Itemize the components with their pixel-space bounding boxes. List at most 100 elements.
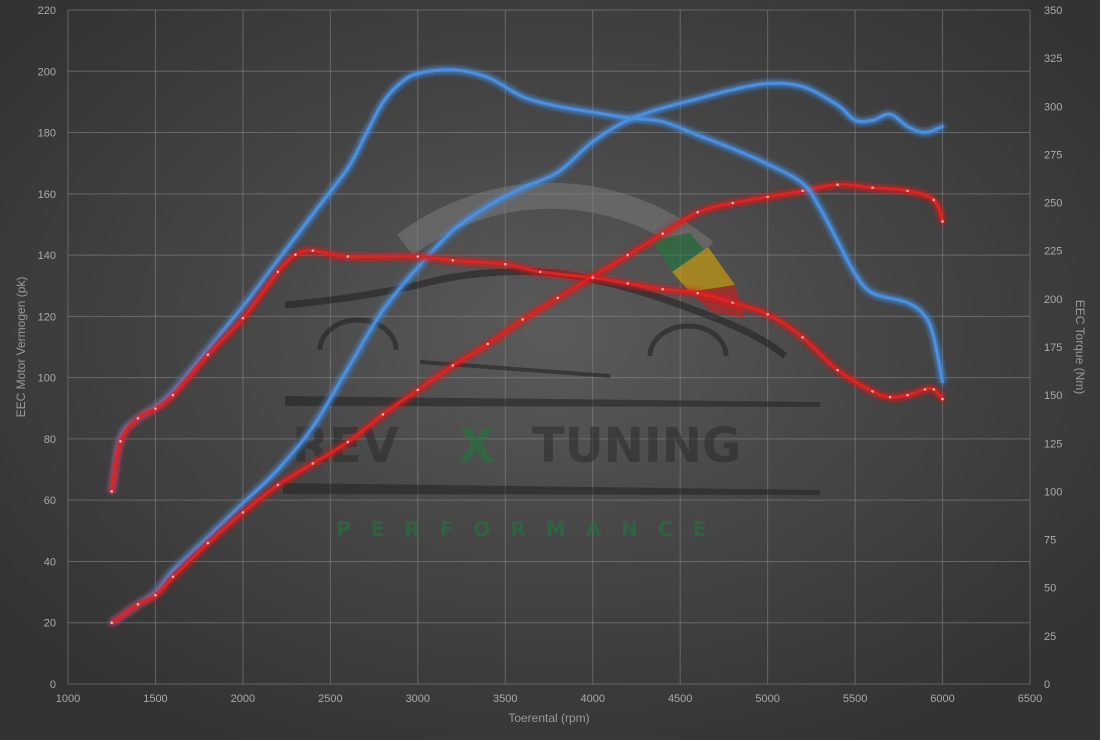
x-tick-label: 4000 (580, 693, 604, 705)
y-right-tick-label: 325 (1044, 53, 1062, 65)
y-right-tick-label: 250 (1044, 198, 1062, 210)
data-point (906, 393, 909, 397)
data-point (486, 342, 490, 346)
data-point (932, 388, 936, 391)
gauge-yellow-segment (672, 247, 735, 292)
y-right-tick-label: 200 (1044, 294, 1062, 306)
data-point (538, 270, 542, 274)
y-left-tick-label: 200 (38, 66, 56, 78)
data-point (136, 603, 140, 606)
data-point (206, 353, 210, 357)
grid (67, 9, 1031, 685)
y-left-tick-label: 60 (44, 495, 56, 507)
data-point (836, 183, 839, 186)
gauge-arc (397, 182, 714, 262)
data-point (556, 296, 560, 300)
y-right-tick-label: 150 (1044, 390, 1062, 402)
y-right-tick-label: 350 (1044, 5, 1062, 17)
x-tick-label: 5500 (843, 693, 867, 705)
car-wheel-rear (647, 323, 729, 357)
y-left-tick-label: 40 (44, 556, 56, 568)
car-wheel-front (317, 317, 399, 351)
x-tick-label: 4500 (668, 693, 692, 705)
series-line-blue-torque (110, 68, 944, 493)
y-right-tick-label: 25 (1044, 631, 1056, 643)
data-point (416, 255, 420, 258)
data-point (276, 483, 280, 487)
data-point (311, 462, 315, 465)
brush-stroke-top (285, 396, 820, 407)
brand-mid: X (458, 418, 495, 474)
series-line-blue-power (110, 81, 944, 625)
data-point (346, 440, 350, 444)
gauge-green-segment (652, 233, 708, 272)
series-layer (110, 68, 944, 625)
y-right-tick-label: 50 (1044, 583, 1056, 595)
y-left-tick-label: 100 (38, 373, 56, 385)
y-right-tick-label: 0 (1044, 679, 1050, 691)
y-left-tick-label: 0 (50, 679, 56, 691)
x-tick-label: 5000 (755, 693, 779, 705)
data-point (451, 259, 455, 262)
x-axis-title: Toerental (rpm) (508, 711, 589, 725)
y-left-tick-label: 220 (38, 5, 56, 17)
y-left-axis-title: EEC Motor Vermogen (pk) (14, 277, 28, 418)
data-point (696, 291, 699, 295)
x-tick-label: 6000 (930, 693, 954, 705)
x-tick-label: 2500 (318, 693, 342, 705)
x-tick-label: 2000 (231, 693, 255, 705)
y-right-tick-label: 75 (1044, 535, 1056, 547)
y-right-tick-label: 225 (1044, 246, 1062, 258)
data-point (801, 189, 804, 193)
data-point (766, 195, 769, 199)
data-point (110, 490, 114, 493)
data-point (311, 249, 315, 253)
y-right-tick-label: 175 (1044, 342, 1062, 354)
data-point (171, 575, 175, 579)
tagline: PERFORMANCE (336, 517, 726, 541)
y-right-axis-title: EEC Torque (Nm) (1073, 300, 1087, 394)
data-point (932, 198, 936, 202)
brand-right: TUNING (532, 418, 741, 474)
x-tick-label: 1000 (56, 693, 80, 705)
data-point (119, 440, 122, 443)
data-point (923, 388, 927, 391)
data-point (276, 270, 280, 274)
y-left-tick-label: 160 (38, 189, 56, 201)
data-point (521, 318, 525, 321)
y-right-tick-label: 100 (1044, 486, 1062, 498)
y-left-tick-label: 180 (38, 128, 56, 140)
data-point (836, 368, 839, 372)
data-point (941, 220, 944, 223)
data-point (154, 593, 157, 597)
axis-ticks: 1000 1500 2000 2500 3000 3500 4000 4500 5000 5500… (38, 5, 1063, 705)
data-point (346, 255, 350, 258)
y-right-tick-label: 125 (1044, 438, 1062, 450)
data-point (871, 186, 874, 189)
y-left-tick-label: 20 (44, 618, 56, 630)
data-point (206, 541, 210, 545)
data-point (801, 336, 804, 339)
data-point (110, 621, 114, 625)
data-point (451, 364, 455, 367)
data-point (731, 201, 734, 205)
revx-tuning-watermark: REV X TUNING PERFORMANCE (283, 182, 820, 541)
data-point (381, 413, 385, 416)
data-point (888, 395, 892, 399)
y-left-tick-label: 80 (44, 434, 56, 446)
data-point (241, 316, 245, 320)
data-point (591, 276, 595, 279)
data-point (154, 407, 157, 410)
x-tick-label: 6500 (1018, 693, 1042, 705)
data-point (136, 416, 140, 420)
data-point (661, 232, 664, 235)
data-point (416, 388, 420, 392)
data-point (766, 312, 769, 316)
car-sill (419, 360, 611, 378)
x-tick-label: 3500 (493, 693, 517, 705)
data-point (171, 393, 175, 397)
data-point (241, 511, 245, 514)
data-point (626, 282, 630, 285)
brush-stroke-bottom (283, 483, 820, 495)
